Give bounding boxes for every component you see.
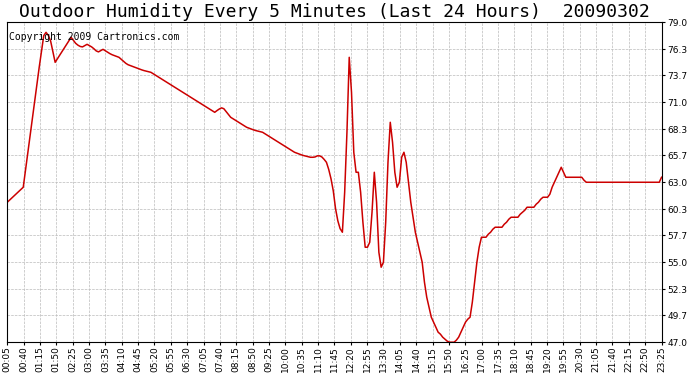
- Title: Outdoor Humidity Every 5 Minutes (Last 24 Hours)  20090302: Outdoor Humidity Every 5 Minutes (Last 2…: [19, 3, 650, 21]
- Text: Copyright 2009 Cartronics.com: Copyright 2009 Cartronics.com: [9, 32, 179, 42]
